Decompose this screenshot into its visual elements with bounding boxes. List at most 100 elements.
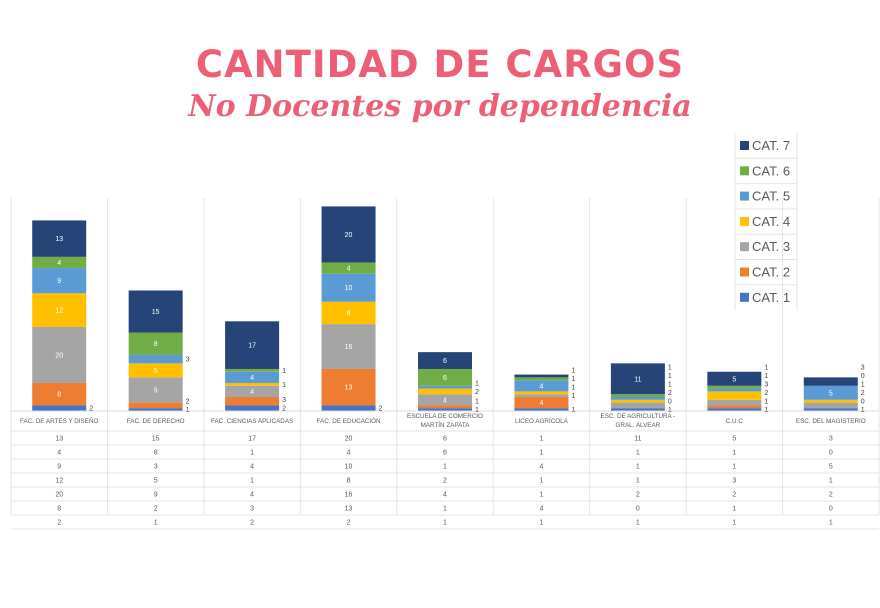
data-label: 1: [571, 385, 575, 392]
data-label: 13: [55, 236, 63, 243]
data-label: 1: [475, 399, 479, 406]
legend-swatch: [740, 166, 749, 176]
table-cell: 8: [347, 478, 351, 485]
bar-segment: [225, 368, 280, 372]
bar-segment: [514, 374, 569, 378]
bar-segment: [707, 388, 762, 392]
bar-segment: [707, 399, 762, 406]
legend-swatch: [740, 216, 749, 226]
bar-segment: [514, 380, 569, 392]
data-label: 15: [152, 309, 160, 316]
data-label: 3: [764, 382, 768, 389]
data-label: 4: [250, 389, 254, 396]
table-cell: 20: [345, 436, 353, 443]
category-label: MARTÍN ZAPATA: [421, 420, 471, 429]
table-cell: 1: [443, 506, 447, 513]
table-cell: 9: [154, 492, 158, 499]
data-label: 1: [668, 382, 672, 389]
bar-segment: [707, 408, 762, 411]
bar-segment: [32, 293, 87, 327]
table-cell: 5: [829, 464, 833, 471]
data-label: 0: [668, 399, 672, 406]
table-cell: 1: [636, 478, 640, 485]
data-label: 5: [732, 376, 736, 383]
bar-segment: [32, 382, 87, 406]
table-cell: 13: [55, 436, 63, 443]
table-cell: 3: [250, 506, 254, 513]
table-cell: 1: [829, 520, 833, 527]
bar-segment: [225, 396, 280, 406]
table-cell: 1: [154, 520, 158, 527]
data-label: 8: [154, 341, 158, 348]
table-cell: 1: [829, 478, 833, 485]
table-cell: 1: [732, 520, 736, 527]
bar-segment: [514, 391, 569, 395]
bar-segment: [418, 352, 472, 369]
bar-segment: [225, 371, 280, 383]
table-cell: 1: [636, 464, 640, 471]
bar-segment: [610, 408, 665, 411]
bar-segment: [225, 321, 280, 369]
data-label: 1: [764, 399, 768, 406]
legend-label: CAT. 6: [752, 163, 790, 178]
category-label: ESC. DEL MAGISTERIO: [796, 418, 866, 425]
data-label: 20: [345, 232, 353, 239]
data-label: 0: [861, 399, 865, 406]
data-label: 2: [668, 390, 672, 397]
data-label: 10: [345, 285, 353, 292]
table-cell: 4: [57, 450, 61, 457]
chart-subtitle: No Docentes por dependencia: [188, 89, 692, 124]
bar-segment: [610, 399, 665, 403]
table-cell: 2: [250, 520, 254, 527]
bar-segment: [32, 256, 87, 269]
data-label: 5: [829, 390, 833, 397]
category-label: C.U.C: [726, 418, 744, 425]
table-cell: 11: [634, 436, 641, 443]
bar-segment: [418, 385, 472, 389]
category-label: FAC. DE ARTES Y DISEÑO: [20, 416, 98, 425]
data-label: 17: [248, 343, 256, 350]
bar-segment: [321, 206, 376, 263]
data-label: 12: [55, 308, 63, 315]
bar-segment: [225, 382, 280, 386]
data-label: 2: [282, 406, 286, 413]
legend-label: CAT. 3: [752, 239, 790, 254]
bar-segment: [418, 388, 472, 395]
legend-label: CAT. 4: [752, 214, 790, 229]
table-cell: 16: [345, 492, 353, 499]
category-label: FAC. CIENCIAS APLICADAS: [211, 418, 293, 425]
table-cell: 1: [636, 450, 640, 457]
bar-segment: [514, 394, 569, 397]
table-cell: 9: [57, 464, 61, 471]
data-label: 2: [379, 406, 383, 413]
data-label: 1: [571, 393, 575, 400]
bar-segment: [610, 394, 665, 397]
data-label: 4: [347, 266, 351, 273]
table-cell: 20: [55, 492, 63, 499]
bar-segment: [418, 368, 472, 386]
data-label: 11: [634, 376, 641, 383]
bar-segment: [707, 391, 762, 400]
table-cell: 4: [250, 464, 254, 471]
table-cell: 1: [539, 450, 543, 457]
data-label: 9: [154, 387, 158, 394]
table-cell: 15: [152, 436, 160, 443]
table-cell: 1: [443, 520, 447, 527]
data-label: 1: [571, 368, 575, 375]
bar-segment: [418, 405, 472, 409]
data-label: 4: [539, 400, 543, 407]
table-cell: 1: [539, 520, 543, 527]
bar-segment: [803, 377, 858, 386]
data-label: 1: [475, 380, 479, 387]
bar-segment: [128, 354, 183, 364]
table-cell: 1: [443, 464, 447, 471]
table-cell: 2: [154, 506, 158, 513]
data-label: 9: [57, 278, 61, 285]
bar-segment: [418, 394, 472, 406]
data-label: 1: [668, 365, 672, 372]
bar-segment: [321, 273, 376, 302]
bar-segment: [803, 399, 858, 403]
data-label: 2: [764, 390, 768, 397]
data-label: 3: [282, 397, 286, 404]
legend-swatch: [740, 141, 749, 150]
